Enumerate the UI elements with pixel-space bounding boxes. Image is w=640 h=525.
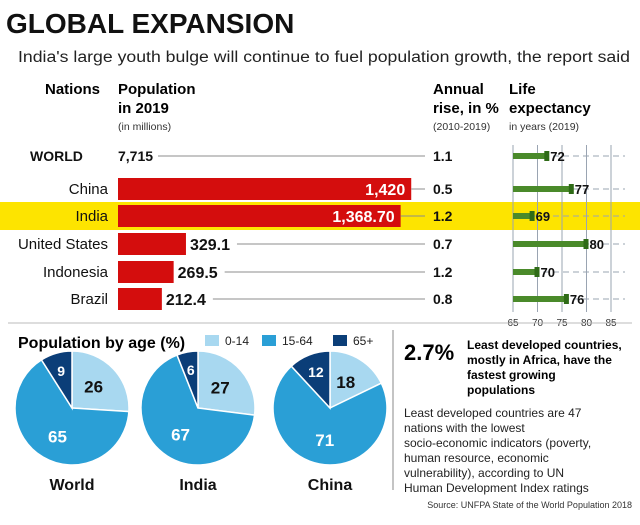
pie-name-label: India <box>179 477 216 494</box>
header-population-line1: Population <box>118 81 196 98</box>
pie-legend-label: 65+ <box>353 334 373 348</box>
pie-legend-label: 0-14 <box>225 334 249 348</box>
pie-slice <box>329 350 383 410</box>
pie-value-label: 6 <box>187 362 195 378</box>
pie-value-label: 65 <box>48 428 67 447</box>
life-expectancy-marker <box>544 151 550 161</box>
source: Source: UNFPA State of the World Populat… <box>427 500 632 510</box>
annual-rise-value: 0.7 <box>433 236 453 252</box>
life-expectancy-value: 69 <box>536 209 550 224</box>
life-expectancy-bar <box>513 186 572 192</box>
life-expectancy-value: 80 <box>590 237 604 252</box>
pie-legend-swatch <box>262 335 276 346</box>
population-bar <box>118 261 174 283</box>
pie-legend-swatch <box>205 335 219 346</box>
pie-slice <box>40 350 73 411</box>
life-expectancy-value: 72 <box>550 149 564 164</box>
pie-value-label: 67 <box>171 426 190 445</box>
pie-slice <box>176 350 199 409</box>
stat-text: Least developed countries, mostly in Afri… <box>467 338 622 397</box>
pie-section-title: Population by age (%) <box>18 335 185 352</box>
nation-label: India <box>75 208 108 225</box>
life-expectancy-bar <box>513 269 538 275</box>
nation-label: United States <box>18 236 108 253</box>
pie-legend: 0-14 15-64 65+ <box>205 334 373 348</box>
pie-value-label: 9 <box>57 363 65 379</box>
pie-legend-label: 15-64 <box>282 334 313 348</box>
population-value-label: 269.5 <box>178 265 218 282</box>
pie-slice <box>197 350 256 416</box>
life-expectancy-value: 77 <box>575 182 589 197</box>
life-expectancy-bar <box>513 153 548 159</box>
life-expectancy-marker <box>583 239 589 249</box>
life-expectancy-marker <box>563 294 569 304</box>
title: GLOBAL EXPANSION <box>6 8 294 39</box>
population-value-label: 7,715 <box>118 148 153 164</box>
population-value-label: 329.1 <box>190 237 230 254</box>
annual-rise-value: 1.2 <box>433 208 453 224</box>
annual-rise-value: 0.5 <box>433 181 453 197</box>
pie-name-label: China <box>308 477 353 494</box>
header-population-unit: (in millions) <box>118 121 171 133</box>
header-life-unit: in years (2019) <box>509 121 579 133</box>
note-text: Least developed countries are 47 nations … <box>404 406 591 495</box>
pie-name-label: World <box>49 477 94 494</box>
population-value-label: 1,420 <box>365 182 405 199</box>
life-expectancy-bar <box>513 296 567 302</box>
annual-rise-value: 1.2 <box>433 264 453 280</box>
life-expectancy-marker <box>529 211 535 221</box>
population-bar <box>118 205 401 227</box>
header-population-line2: in 2019 <box>118 100 169 117</box>
header-rise-period: (2010-2019) <box>433 121 490 133</box>
pie-legend-swatch <box>333 335 347 346</box>
pie-slice <box>14 358 130 466</box>
annual-rise-value: 1.1 <box>433 148 453 164</box>
header-life-line1: Life <box>509 81 536 98</box>
nation-label: Indonesia <box>43 264 109 281</box>
population-bar <box>118 288 162 310</box>
pie-slice <box>272 365 388 466</box>
pie-slice <box>71 350 130 413</box>
life-expectancy-marker <box>568 184 574 194</box>
life-expectancy-marker <box>534 267 540 277</box>
pie-slice <box>290 350 331 410</box>
life-expectancy-value: 70 <box>541 265 555 280</box>
population-bar <box>118 233 186 255</box>
pie-value-label: 26 <box>84 378 103 397</box>
nation-label: WORLD <box>30 148 83 164</box>
nation-label: Brazil <box>70 291 108 308</box>
pie-slice <box>140 354 256 466</box>
pies: 26 65 9 World 27 67 6 India 18 71 12 China <box>14 350 388 494</box>
life-expectancy-bar <box>513 213 533 219</box>
population-bar <box>118 178 412 200</box>
pie-value-label: 18 <box>336 373 355 392</box>
stat-big: 2.7% <box>404 340 454 365</box>
population-rows: WORLD 7,715 1.1 72 China 1,420 0.5 77 India 1,368… <box>18 148 604 310</box>
pie-value-label: 27 <box>211 378 230 397</box>
population-value-label: 1,368.70 <box>332 209 394 226</box>
pie-value-label: 71 <box>315 431 334 450</box>
life-expectancy-value: 76 <box>570 292 584 307</box>
population-value-label: 212.4 <box>166 292 206 309</box>
life-expectancy-bar <box>513 241 587 247</box>
header-rise-line2: rise, in % <box>433 100 499 117</box>
annual-rise-value: 0.8 <box>433 291 453 307</box>
nation-label: China <box>69 181 109 198</box>
subtitle: India's large youth bulge will continue … <box>18 49 630 66</box>
header-rise-line1: Annual <box>433 81 484 98</box>
header-life-line2: expectancy <box>509 100 591 117</box>
header-nations: Nations <box>45 81 100 98</box>
pie-value-label: 12 <box>308 364 324 380</box>
